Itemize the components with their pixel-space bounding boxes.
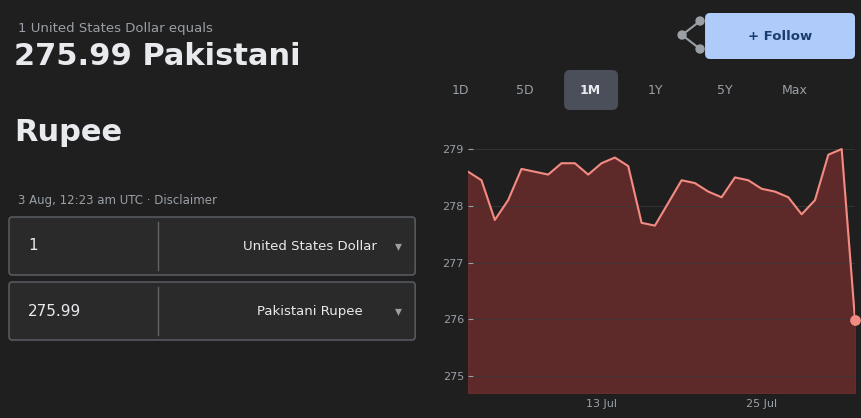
Text: 1 United States Dollar equals: 1 United States Dollar equals bbox=[18, 22, 213, 35]
FancyBboxPatch shape bbox=[704, 13, 854, 59]
Text: 1D: 1D bbox=[451, 84, 468, 97]
Text: 275.99 Pakistani: 275.99 Pakistani bbox=[14, 42, 300, 71]
FancyBboxPatch shape bbox=[9, 282, 415, 340]
Text: 5Y: 5Y bbox=[716, 84, 732, 97]
Text: 5D: 5D bbox=[516, 84, 533, 97]
Circle shape bbox=[695, 17, 703, 25]
Text: 1M: 1M bbox=[579, 84, 600, 97]
Text: 3 Aug, 12:23 am UTC · Disclaimer: 3 Aug, 12:23 am UTC · Disclaimer bbox=[18, 194, 217, 207]
Text: 1: 1 bbox=[28, 239, 38, 253]
Circle shape bbox=[695, 45, 703, 53]
Text: 275.99: 275.99 bbox=[28, 303, 81, 319]
Point bbox=[847, 316, 861, 323]
Text: Rupee: Rupee bbox=[14, 118, 122, 147]
Text: + Follow: + Follow bbox=[747, 30, 811, 43]
Circle shape bbox=[678, 31, 685, 39]
FancyBboxPatch shape bbox=[563, 70, 617, 110]
Text: ▾: ▾ bbox=[394, 239, 401, 253]
Text: Pakistani Rupee: Pakistani Rupee bbox=[257, 304, 362, 318]
FancyBboxPatch shape bbox=[9, 217, 415, 275]
Text: Max: Max bbox=[781, 84, 807, 97]
Text: ▾: ▾ bbox=[394, 304, 401, 318]
Text: United States Dollar: United States Dollar bbox=[243, 240, 376, 252]
Text: 1Y: 1Y bbox=[647, 84, 662, 97]
